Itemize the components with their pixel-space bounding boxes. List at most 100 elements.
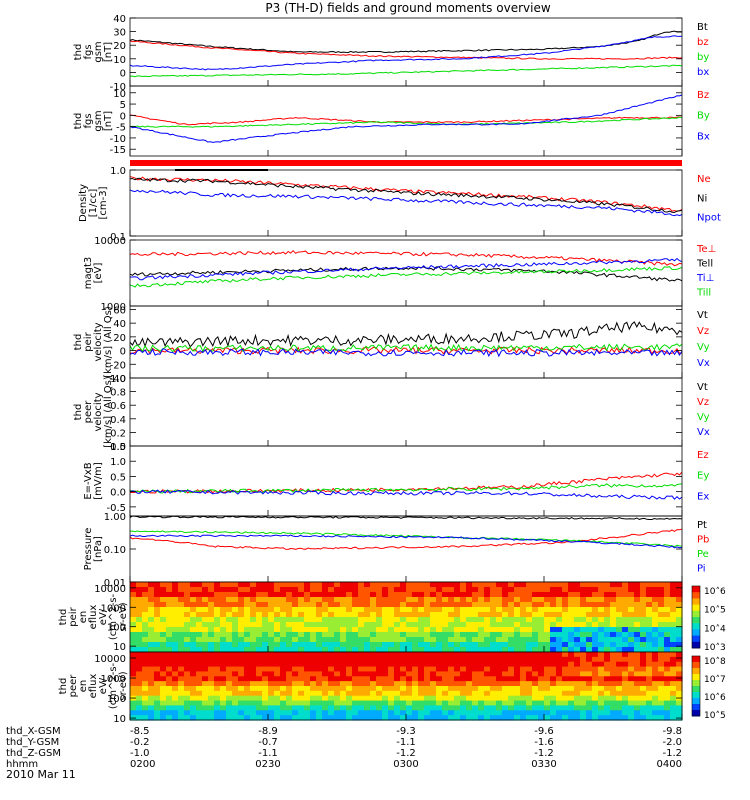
spectrogram-cell [268, 602, 275, 608]
spectrogram-cell [616, 690, 623, 697]
spectrogram-cell [352, 661, 359, 668]
spectrogram-cell [148, 715, 155, 721]
spectrogram-cell [214, 690, 221, 697]
spectrogram-cell [442, 592, 449, 598]
legend-entry: Pe [697, 549, 709, 560]
spectrogram-cell [628, 705, 635, 711]
spectrogram-cell [586, 642, 593, 648]
spectrogram-cell [418, 647, 425, 653]
spectrogram-cell [616, 607, 623, 613]
spectrogram-cell [250, 627, 257, 633]
spectrogram-cell [364, 632, 371, 638]
spectrogram-cell [346, 612, 353, 618]
spectrogram-cell [214, 686, 221, 692]
spectrogram-cell [430, 622, 437, 628]
spectrogram-cell [526, 690, 533, 697]
spectrogram-cell [544, 715, 551, 721]
spectrogram-cell [574, 715, 581, 721]
spectrogram-cell [136, 642, 143, 648]
spectrogram-cell [172, 602, 179, 608]
spectrogram-cell [532, 642, 539, 648]
spectrogram-cell [550, 661, 557, 668]
spectrogram-cell [166, 627, 173, 633]
y-tick-label: 40 [113, 319, 126, 330]
spectrogram-cell [268, 582, 275, 588]
spectrogram-cell [508, 705, 515, 711]
spectrogram-cell [346, 695, 353, 702]
spectrogram-cell [298, 587, 305, 593]
spectrogram-cell [196, 587, 203, 593]
spectrogram-cell [358, 661, 365, 668]
spectrogram-cell [214, 612, 221, 618]
spectrogram-cell [502, 647, 509, 653]
spectrogram-cell [352, 656, 359, 663]
spectrogram-cell [298, 695, 305, 702]
y-axis-label-line: fgs [83, 113, 94, 128]
spectrogram-cell [562, 627, 569, 633]
spectrogram-cell [478, 592, 485, 598]
spectrogram-cell [136, 666, 143, 673]
spectrogram-cell [556, 607, 563, 613]
x-axis-value: -1.2 [534, 748, 554, 759]
y-axis-label: Density[1/cc][cm-3] [78, 184, 109, 222]
colorbar-label: 10˄8 [704, 657, 726, 667]
spectrogram-cell [430, 647, 437, 653]
spectrogram-cell [544, 642, 551, 648]
spectrogram-cell [622, 632, 629, 638]
spectrogram-cell [502, 705, 509, 711]
spectrogram-cell [556, 612, 563, 618]
spectrogram-cell [592, 715, 599, 721]
spectrogram-cell [286, 592, 293, 598]
spectrogram-cell [178, 627, 185, 633]
spectrogram-cell [526, 637, 533, 643]
spectrogram-cell [130, 602, 137, 608]
spectrogram-cell [430, 652, 437, 658]
spectrogram-cell [424, 705, 431, 711]
spectrogram-cell [346, 690, 353, 697]
spectrogram-cell [322, 671, 329, 677]
panel-frame [129, 239, 683, 307]
spectrogram-cell [604, 652, 611, 658]
spectrogram-cell [388, 637, 395, 643]
spectrogram-cell [448, 617, 455, 623]
spectrogram-cell [676, 661, 683, 668]
spectrogram-cell [172, 656, 179, 663]
spectrogram-cell [646, 647, 653, 653]
spectrogram-cell [364, 602, 371, 608]
spectrogram-cell [424, 652, 431, 658]
spectrogram-cell [322, 627, 329, 633]
spectrogram-cell [580, 700, 587, 707]
spectrogram-cell [502, 632, 509, 638]
spectrogram-cell [646, 627, 653, 633]
spectrogram-cell [574, 622, 581, 628]
spectrogram-cell [286, 681, 293, 687]
spectrogram-cell [166, 617, 173, 623]
spectrogram-cell [490, 652, 497, 658]
spectrogram-cell [340, 690, 347, 697]
spectrogram-cell [484, 652, 491, 658]
spectrogram-cell [532, 686, 539, 692]
spectrogram-cell [262, 661, 269, 668]
spectrogram-cell [598, 705, 605, 711]
spectrogram-cell [538, 592, 545, 598]
spectrogram-cell [538, 627, 545, 633]
spectrogram-cell [226, 690, 233, 697]
spectrogram-cell [658, 686, 665, 692]
spectrogram-cell [142, 592, 149, 598]
spectrogram-cell [670, 700, 677, 707]
spectrogram-cell [316, 710, 323, 716]
spectrogram-cell [340, 622, 347, 628]
spectrogram-cell [406, 602, 413, 608]
spectrogram-cell [142, 681, 149, 687]
spectrogram-cell [346, 602, 353, 608]
spectrogram-cell [148, 666, 155, 673]
spectrogram-cell [532, 602, 539, 608]
spectrogram-cell [592, 617, 599, 623]
spectrogram-cell [598, 637, 605, 643]
spectrogram-cell [184, 637, 191, 643]
spectrogram-cell [208, 612, 215, 618]
y-tick-label: 1000 [101, 674, 126, 685]
spectrogram-cell [574, 582, 581, 588]
spectrogram-cell [130, 642, 137, 648]
spectrogram-cell [562, 617, 569, 623]
